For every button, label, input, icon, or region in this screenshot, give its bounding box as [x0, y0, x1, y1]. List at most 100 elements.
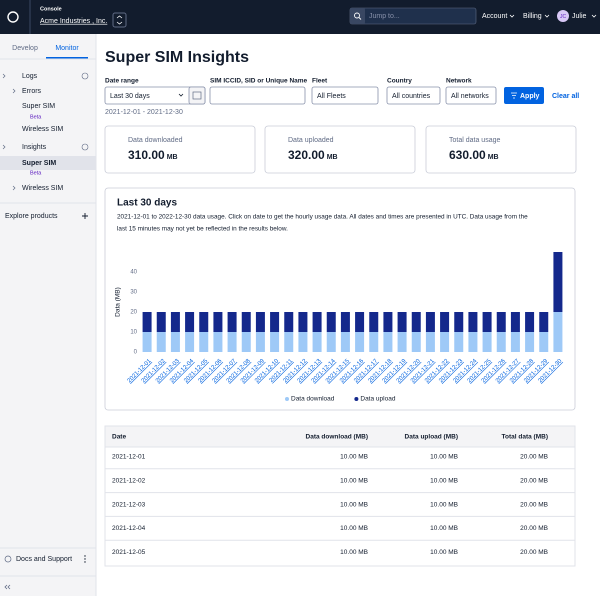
- bar-segment[interactable]: [298, 332, 307, 352]
- bar-segment[interactable]: [327, 312, 336, 332]
- bar-segment[interactable]: [213, 312, 222, 332]
- bar-segment[interactable]: [228, 312, 237, 332]
- filter-label: Date range: [105, 78, 139, 85]
- bar-segment[interactable]: [426, 332, 435, 352]
- nav-item[interactable]: Super SIM: [22, 103, 55, 110]
- nav-item[interactable]: Wireless SIM: [22, 126, 63, 133]
- user-menu[interactable]: Julie: [572, 13, 587, 20]
- bar-segment[interactable]: [185, 312, 194, 332]
- table-cell: 20.00 MB: [520, 501, 548, 508]
- bar-segment[interactable]: [483, 312, 492, 332]
- bar-segment[interactable]: [213, 332, 222, 352]
- table-cell: 2021-12-02: [112, 478, 146, 485]
- bar-segment[interactable]: [313, 312, 322, 332]
- bar-segment[interactable]: [157, 312, 166, 332]
- bar-segment[interactable]: [369, 332, 378, 352]
- tab-active[interactable]: Monitor: [55, 45, 79, 52]
- stat-label: Data uploaded: [288, 137, 334, 144]
- billing-menu[interactable]: Billing: [523, 13, 542, 20]
- legend-marker: [354, 397, 358, 401]
- bar-segment[interactable]: [171, 312, 180, 332]
- bar-segment[interactable]: [143, 312, 152, 332]
- bar-segment[interactable]: [553, 252, 562, 312]
- nav-item[interactable]: Insights: [22, 144, 47, 151]
- bar-segment[interactable]: [454, 312, 463, 332]
- table-cell: 10.00 MB: [340, 454, 368, 461]
- column-header: Date: [112, 434, 126, 441]
- bar-segment[interactable]: [143, 332, 152, 352]
- chart-description: 2021-12-01 to 2022-12-30 data usage. Cli…: [117, 214, 528, 221]
- stats: Data downloaded310.00MBData uploaded320.…: [105, 126, 576, 173]
- tab[interactable]: Develop: [12, 45, 38, 52]
- account-menu[interactable]: Account: [482, 13, 507, 20]
- bar-segment[interactable]: [355, 332, 364, 352]
- docs-support[interactable]: Docs and Support: [16, 556, 72, 563]
- bar-segment[interactable]: [398, 312, 407, 332]
- bar-segment[interactable]: [468, 332, 477, 352]
- bar-segment[interactable]: [412, 332, 421, 352]
- bar-segment[interactable]: [327, 332, 336, 352]
- bar-segment[interactable]: [270, 332, 279, 352]
- bar-segment[interactable]: [369, 312, 378, 332]
- bar-segment[interactable]: [284, 312, 293, 332]
- explore-products[interactable]: Explore products: [5, 213, 58, 220]
- account-name[interactable]: Acme Industries , Inc.: [40, 18, 107, 25]
- sim-input[interactable]: [210, 87, 305, 104]
- bar-segment[interactable]: [468, 312, 477, 332]
- bar-segment[interactable]: [511, 332, 520, 352]
- stat-unit: MB: [327, 154, 338, 161]
- search-button[interactable]: [350, 8, 365, 24]
- bar-segment[interactable]: [242, 332, 251, 352]
- nav-item[interactable]: Logs: [22, 73, 38, 80]
- bar-segment[interactable]: [341, 332, 350, 352]
- bar-segment[interactable]: [242, 312, 251, 332]
- bar-segment[interactable]: [157, 332, 166, 352]
- nav-item[interactable]: Wireless SIM: [22, 185, 63, 192]
- console-label: Console: [40, 6, 62, 12]
- bar-segment[interactable]: [525, 312, 534, 332]
- bar-segment[interactable]: [284, 332, 293, 352]
- bar-segment[interactable]: [398, 332, 407, 352]
- bar-segment[interactable]: [341, 312, 350, 332]
- bar-segment[interactable]: [355, 312, 364, 332]
- bar-segment[interactable]: [383, 332, 392, 352]
- bar-segment[interactable]: [497, 332, 506, 352]
- nav-item[interactable]: Errors: [22, 88, 42, 95]
- bar-segment[interactable]: [270, 312, 279, 332]
- bar-segment[interactable]: [412, 312, 421, 332]
- table-cell: 2021-12-04: [112, 525, 146, 532]
- bar-segment[interactable]: [256, 312, 265, 332]
- bar-segment[interactable]: [539, 332, 548, 352]
- bar-segment[interactable]: [171, 332, 180, 352]
- nav-item[interactable]: Super SIM: [22, 160, 56, 167]
- bar-segment[interactable]: [440, 312, 449, 332]
- bar-segment[interactable]: [313, 332, 322, 352]
- bar-segment[interactable]: [525, 332, 534, 352]
- bar-segment[interactable]: [426, 312, 435, 332]
- bar-segment[interactable]: [511, 312, 520, 332]
- table-cell: 20.00 MB: [520, 454, 548, 461]
- filters: Date range SIM ICCID, SID or Unique Name…: [105, 78, 579, 116]
- bar-segment[interactable]: [497, 312, 506, 332]
- bar-segment[interactable]: [199, 332, 208, 352]
- bar-segment[interactable]: [298, 312, 307, 332]
- table-cell: 10.00 MB: [430, 525, 458, 532]
- table-cell: 10.00 MB: [340, 549, 368, 556]
- bar-segment[interactable]: [383, 312, 392, 332]
- bar-segment[interactable]: [256, 332, 265, 352]
- bar-segment[interactable]: [539, 312, 548, 332]
- bar-segment[interactable]: [483, 332, 492, 352]
- legend-label: Data upload: [360, 396, 395, 403]
- search-placeholder: Jump to...: [369, 13, 400, 20]
- bar-segment[interactable]: [440, 332, 449, 352]
- clear-all[interactable]: Clear all: [552, 93, 579, 100]
- bar-segment[interactable]: [199, 312, 208, 332]
- table-cell: 2021-12-03: [112, 501, 146, 508]
- bar-segment[interactable]: [228, 332, 237, 352]
- bar-segment[interactable]: [553, 312, 562, 352]
- bar-segment[interactable]: [185, 332, 194, 352]
- bar-segment[interactable]: [454, 332, 463, 352]
- calendar-button[interactable]: [189, 87, 205, 104]
